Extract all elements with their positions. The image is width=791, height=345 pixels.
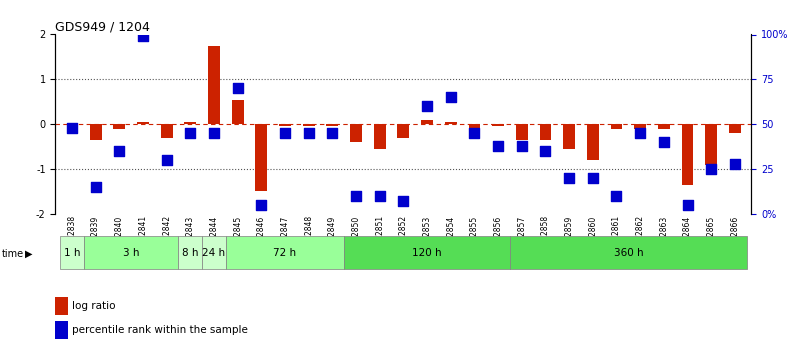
Bar: [658, 124, 670, 129]
Point: [208, 130, 221, 136]
Bar: [398, 124, 409, 138]
Point: [421, 104, 433, 109]
FancyBboxPatch shape: [344, 236, 510, 269]
Bar: [161, 124, 172, 138]
Bar: [587, 124, 599, 160]
Point: [657, 139, 670, 145]
Text: 24 h: 24 h: [202, 248, 225, 258]
Text: percentile rank within the sample: percentile rank within the sample: [72, 325, 248, 335]
Point: [492, 143, 505, 148]
FancyBboxPatch shape: [60, 236, 84, 269]
Bar: [634, 124, 646, 129]
Point: [468, 130, 481, 136]
Bar: [350, 124, 362, 142]
Bar: [682, 124, 694, 185]
Bar: [729, 124, 741, 133]
Bar: [303, 124, 315, 126]
Bar: [89, 124, 101, 140]
Point: [89, 184, 102, 190]
Bar: [539, 124, 551, 140]
Bar: [468, 124, 480, 129]
Text: 8 h: 8 h: [182, 248, 199, 258]
Point: [184, 130, 197, 136]
Point: [610, 193, 623, 199]
Point: [516, 143, 528, 148]
Bar: [327, 124, 339, 126]
Point: [278, 130, 291, 136]
Point: [729, 161, 741, 166]
Point: [66, 125, 78, 130]
Bar: [516, 124, 528, 140]
Point: [302, 130, 315, 136]
Bar: [445, 122, 456, 124]
Point: [373, 193, 386, 199]
Bar: [113, 124, 125, 129]
Point: [326, 130, 339, 136]
Point: [161, 157, 173, 163]
Point: [231, 86, 244, 91]
Point: [539, 148, 552, 154]
Point: [137, 33, 149, 39]
FancyBboxPatch shape: [510, 236, 747, 269]
Point: [705, 166, 717, 172]
FancyBboxPatch shape: [179, 236, 202, 269]
Bar: [55, 297, 68, 315]
Text: time: time: [2, 249, 24, 258]
Bar: [255, 124, 267, 191]
Bar: [232, 99, 244, 124]
Bar: [184, 122, 196, 124]
Point: [634, 130, 646, 136]
Text: 72 h: 72 h: [274, 248, 297, 258]
Point: [350, 193, 362, 199]
Bar: [374, 124, 386, 149]
Bar: [279, 124, 291, 126]
FancyBboxPatch shape: [202, 236, 226, 269]
Bar: [55, 321, 68, 339]
Bar: [137, 122, 149, 124]
Point: [445, 95, 457, 100]
Text: 360 h: 360 h: [614, 248, 643, 258]
Bar: [611, 124, 623, 129]
FancyBboxPatch shape: [84, 236, 179, 269]
Bar: [563, 124, 575, 149]
FancyBboxPatch shape: [226, 236, 344, 269]
Point: [586, 175, 599, 181]
Text: ▶: ▶: [25, 249, 32, 258]
Text: log ratio: log ratio: [72, 301, 115, 311]
Bar: [706, 124, 717, 165]
Bar: [421, 120, 433, 124]
Point: [255, 202, 267, 208]
Text: 120 h: 120 h: [412, 248, 442, 258]
Point: [681, 202, 694, 208]
Point: [397, 199, 410, 204]
Bar: [208, 46, 220, 124]
Point: [563, 175, 576, 181]
Point: [113, 148, 126, 154]
Bar: [492, 124, 504, 126]
Text: GDS949 / 1204: GDS949 / 1204: [55, 20, 150, 33]
Text: 3 h: 3 h: [123, 248, 139, 258]
Text: 1 h: 1 h: [64, 248, 80, 258]
